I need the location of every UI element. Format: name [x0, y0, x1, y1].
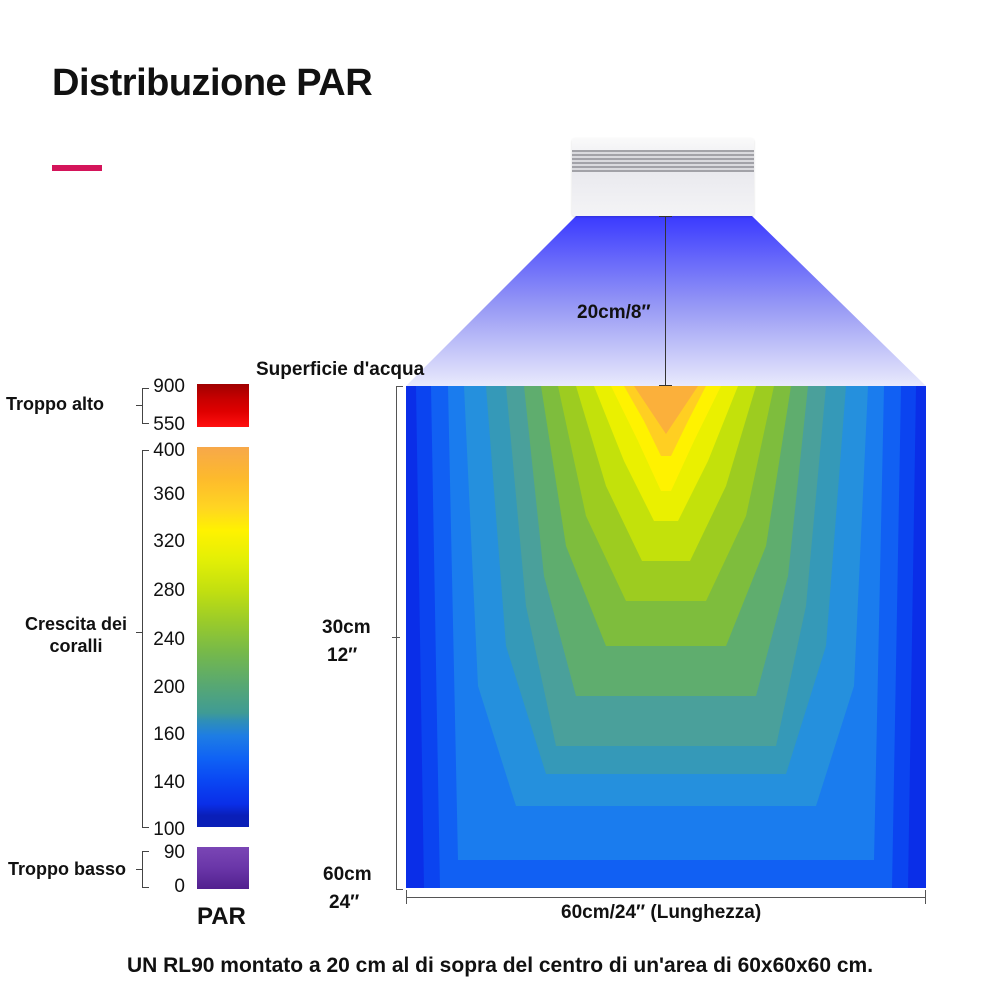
legend-value: 550	[153, 414, 185, 435]
legend-value: 360	[153, 484, 185, 505]
legend-value: 280	[153, 580, 185, 601]
legend-value: 200	[153, 677, 185, 698]
title-accent-bar	[52, 165, 102, 171]
legend-value: 320	[153, 531, 185, 552]
legend-value: 900	[153, 376, 185, 397]
mount-distance-line	[665, 216, 666, 386]
legend-too-low-label: Troppo basso	[8, 859, 127, 879]
mount-distance-label: 20cm/8″	[577, 302, 651, 323]
legend-value: 400	[153, 440, 185, 461]
water-surface-label: Superficie d'acqua	[256, 359, 425, 380]
legend-coral-growth-bar	[197, 447, 249, 827]
length-axis	[406, 897, 926, 898]
legend-value: 90	[163, 842, 185, 863]
depth-mid-label-inch: 12″	[327, 645, 358, 666]
page-title: Distribuzione PAR	[52, 62, 373, 104]
length-label: 60cm/24″ (Lunghezza)	[561, 902, 762, 923]
depth-bottom-label-inch: 24″	[329, 892, 360, 913]
legend-too-low-bracket	[142, 851, 149, 888]
legend-coral-growth-label: Crescita dei	[24, 614, 128, 634]
legend-coral-growth-label-2: coralli	[49, 636, 103, 656]
legend-too-low-bar	[197, 847, 249, 889]
legend-value: 140	[153, 772, 185, 793]
legend-too-high-bar	[197, 384, 249, 427]
depth-bottom-label: 60cm	[323, 864, 372, 885]
legend-value: 160	[153, 724, 185, 745]
legend-value: 0	[174, 876, 185, 897]
legend-title: PAR	[197, 903, 246, 930]
legend-too-high-bracket	[142, 388, 149, 424]
legend-too-high-label: Troppo alto	[6, 394, 104, 414]
par-heatmap	[406, 386, 926, 888]
legend-coral-growth-bracket	[142, 450, 149, 828]
led-fixture-icon	[572, 138, 754, 216]
depth-axis	[396, 386, 397, 890]
legend-value: 240	[153, 629, 185, 650]
depth-mid-label: 30cm	[322, 617, 371, 638]
light-cone	[406, 216, 926, 386]
legend-value: 100	[153, 819, 185, 840]
caption: UN RL90 montato a 20 cm al di sopra del …	[126, 954, 874, 977]
